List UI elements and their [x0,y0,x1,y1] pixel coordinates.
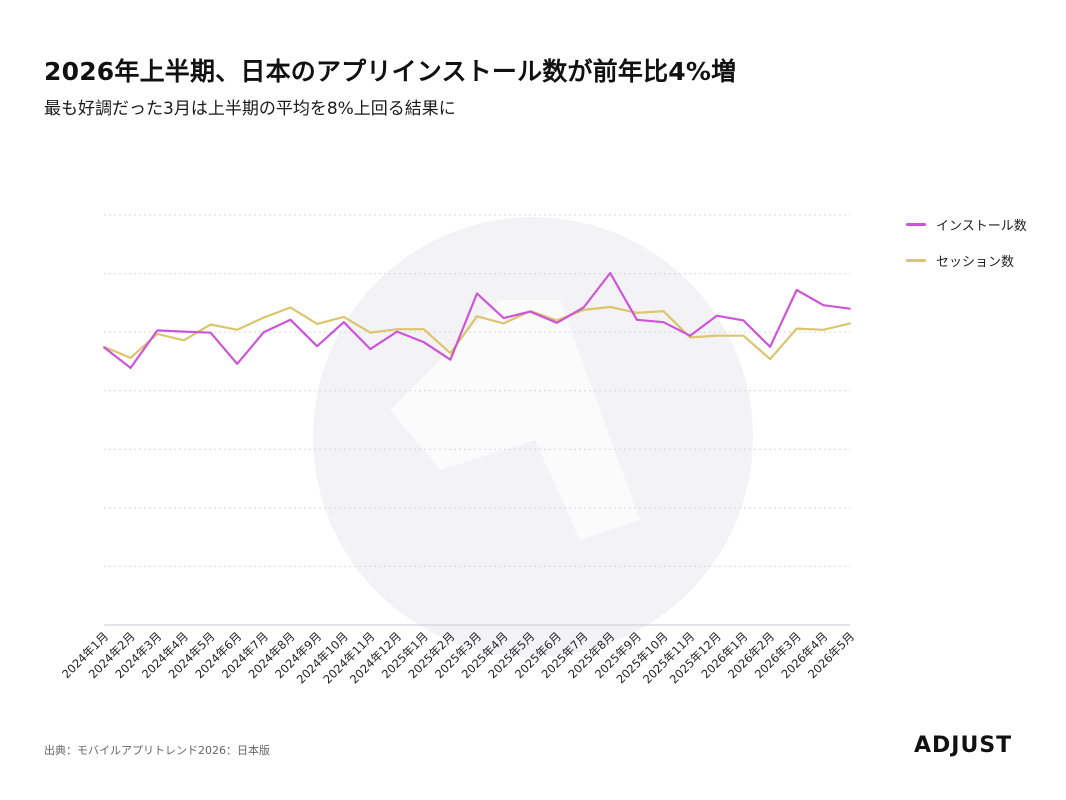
legend-swatch-sessions [906,258,926,262]
series-layer [103,271,851,369]
data-point [662,310,665,312]
data-point [236,362,239,365]
data-point [476,315,478,318]
data-point [742,334,745,337]
data-point [449,352,452,355]
data-point [316,323,319,325]
legend-label-installs: インストール数 [936,218,1027,234]
data-point [396,328,398,331]
data-point [262,316,265,319]
source-note: 出典：モバイルアプリトレンド2026：日本版 [44,744,270,757]
legend-swatch-installs [906,222,926,226]
data-point [342,321,345,324]
data-point [316,345,319,348]
data-point [795,289,798,291]
data-point [396,330,398,333]
grid-lines [104,214,850,567]
chart-title: 2026年上半期、日本のアプリインストール数が前年比4%増 [44,57,737,86]
data-point [209,331,212,334]
data-point [183,339,185,342]
data-point [236,328,239,331]
data-point [769,358,771,360]
data-point [476,292,478,295]
data-point [582,306,585,309]
data-point [342,316,345,318]
adjust-logo: ADJUST [914,733,1013,758]
data-point [262,331,265,334]
data-point [795,327,798,330]
data-point [635,318,638,321]
data-point [422,341,425,343]
data-point [715,314,718,317]
legend-item-sessions: セッション数 [906,242,1027,278]
legend: インストール数 セッション数 [906,206,1027,278]
data-point [449,358,452,361]
data-point [769,345,771,348]
data-point [742,319,745,322]
data-point [129,357,132,359]
data-point [635,311,638,314]
data-point [689,334,692,337]
data-point [609,306,612,308]
data-point [422,328,425,331]
data-point [822,328,825,331]
data-point [369,348,372,351]
series-sessions [103,305,851,361]
data-point [129,366,132,369]
data-point [849,322,851,325]
data-point [715,334,718,337]
data-point [689,336,692,339]
data-point [556,321,558,324]
series-installs [103,271,851,369]
data-point [289,318,292,321]
data-point [662,321,665,324]
data-point [156,329,159,332]
legend-label-sessions: セッション数 [936,254,1015,270]
data-point [369,331,372,334]
data-point [849,307,851,310]
line-chart: 2024年1月2024年2月2024年3月2024年4月2024年5月2024年… [59,214,857,686]
data-point [529,310,532,313]
data-point [822,304,825,307]
data-point [156,333,159,335]
data-point [289,306,292,309]
data-point [502,322,505,325]
data-point [502,317,505,319]
watermark-logo [313,217,753,657]
data-point [582,308,585,311]
data-point [556,319,558,322]
data-point [183,330,185,333]
legend-item-installs: インストール数 [906,206,1027,242]
data-point [209,323,212,326]
data-point [103,346,105,349]
data-point [609,272,612,274]
chart-subtitle: 最も好調だった3月は上半期の平均を8%上回る結果に [44,99,456,119]
